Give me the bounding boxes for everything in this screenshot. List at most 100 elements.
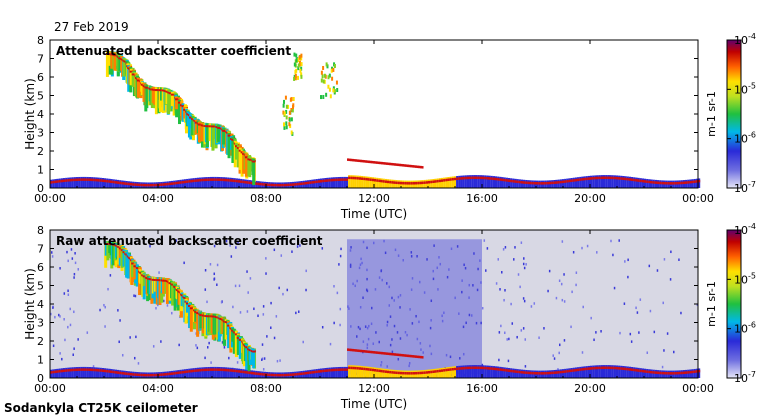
boundary-layer-cell (214, 176, 217, 188)
noise-pixel (291, 250, 293, 253)
noise-pixel (646, 351, 649, 354)
high-cloud-cell (291, 105, 294, 110)
colorbar (726, 39, 742, 189)
low-cloud-cell (415, 355, 418, 358)
boundary-layer-cell (561, 179, 565, 188)
boundary-layer-top (611, 366, 614, 370)
boundary-layer-cell (218, 366, 221, 378)
boundary-layer-top (276, 373, 279, 377)
low-cloud-cell (411, 165, 414, 168)
boundary-layer-cell (212, 366, 215, 378)
boundary-layer-cell (354, 365, 357, 378)
cloud-base (245, 346, 249, 349)
boundary-layer-cell (510, 368, 513, 378)
noise-pixel (522, 297, 525, 300)
boundary-layer-top (222, 178, 225, 182)
cloud-cell (227, 132, 231, 159)
cloud-cell (252, 158, 256, 186)
boundary-layer-top (408, 372, 411, 375)
noise-pixel (501, 271, 503, 274)
cloud-base (209, 315, 213, 318)
noise-pixel (72, 353, 74, 357)
noise-pixel (696, 303, 699, 307)
noise-pixel (380, 269, 382, 273)
low-cloud-cell (384, 352, 387, 355)
noise-pixel (356, 335, 358, 338)
cloud-cell (205, 123, 209, 148)
boundary-layer-top (628, 178, 632, 181)
boundary-layer-cell (438, 368, 441, 378)
boundary-layer-top (84, 178, 87, 181)
cloud-base (131, 73, 135, 76)
boundary-layer-cell (99, 367, 102, 378)
boundary-layer-cell (615, 365, 619, 378)
cloud-cell (248, 347, 252, 366)
boundary-layer-top (97, 369, 100, 372)
colorbar-tick-label: 10-6 (734, 131, 756, 146)
boundary-layer-top (330, 178, 333, 182)
cloud-cell (181, 103, 185, 122)
boundary-layer-top (423, 181, 426, 184)
low-cloud-cell (348, 158, 351, 162)
boundary-layer-top (648, 370, 651, 374)
boundary-layer-top (693, 370, 696, 373)
noise-pixel (52, 306, 54, 309)
noise-pixel (117, 309, 119, 312)
boundary-layer-cell (214, 366, 217, 378)
noise-pixel (239, 311, 242, 314)
cloud-cell (201, 312, 205, 334)
boundary-layer-cell (95, 177, 98, 188)
boundary-layer-cell (101, 368, 105, 378)
boundary-layer-top (166, 182, 169, 186)
boundary-layer-top (594, 366, 597, 370)
noise-pixel (662, 301, 664, 305)
boundary-layer-top (685, 181, 688, 184)
boundary-layer-top (374, 179, 377, 182)
noise-pixel (66, 250, 68, 254)
boundary-layer-top (194, 179, 197, 182)
y-tick-label: 1 (37, 164, 44, 177)
boundary-layer-top (248, 181, 251, 185)
noise-pixel (374, 288, 377, 291)
boundary-layer-cell (311, 369, 314, 378)
noise-pixel (514, 246, 516, 249)
boundary-layer-top (624, 177, 627, 181)
noise-pixel (262, 367, 265, 371)
x-tick-label: 04:00 (142, 192, 174, 205)
boundary-layer-cell (512, 368, 515, 378)
boundary-layer-cell (207, 366, 210, 378)
high-cloud-cell (283, 122, 286, 127)
x-tick-label: 20:00 (574, 192, 606, 205)
boundary-layer-top (112, 370, 115, 374)
boundary-layer-cell (646, 178, 649, 188)
boundary-layer-cell (488, 175, 491, 188)
boundary-layer-cell (687, 369, 690, 378)
noise-pixel (563, 273, 565, 276)
cloud-cell (136, 265, 140, 282)
panel-title: Raw attenuated backscatter coefficient (56, 234, 323, 248)
boundary-layer-cell (492, 366, 495, 378)
boundary-layer-top (492, 177, 495, 181)
boundary-layer-cell (514, 368, 517, 378)
boundary-layer-top (58, 370, 61, 373)
boundary-layer-top (58, 180, 61, 183)
boundary-layer-cell (464, 175, 467, 188)
boundary-layer-top (188, 180, 191, 183)
cloud-base (181, 105, 185, 108)
high-cloud-cell (283, 111, 286, 116)
boundary-layer-cell (572, 367, 575, 378)
boundary-layer-top (99, 369, 102, 372)
boundary-layer-cell (240, 368, 243, 378)
boundary-layer-cell (309, 179, 312, 188)
boundary-layer-cell (499, 366, 502, 378)
boundary-layer-cell (374, 367, 377, 378)
boundary-layer-cell (525, 179, 528, 188)
boundary-layer-top (564, 180, 567, 183)
colorbar-tick-exp: -5 (748, 271, 756, 280)
boundary-layer-top (533, 371, 537, 375)
boundary-layer-top (153, 373, 156, 377)
noise-pixel (349, 249, 352, 252)
boundary-layer-top (354, 366, 357, 370)
high-cloud-cell (322, 79, 325, 84)
boundary-layer-top (298, 182, 301, 186)
